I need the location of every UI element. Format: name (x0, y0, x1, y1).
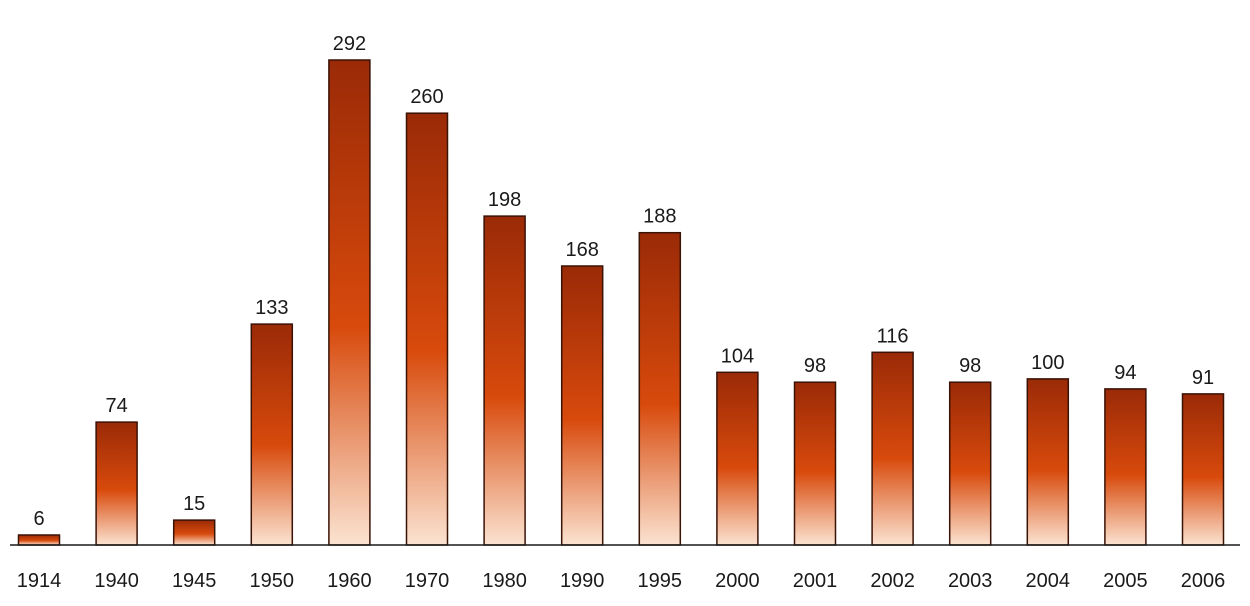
value-label-1940: 74 (105, 395, 127, 417)
x-tick-label-2000: 2000 (715, 570, 760, 592)
value-label-2001: 98 (804, 355, 826, 377)
bar-2001 (793, 381, 837, 546)
x-tick-label-1950: 1950 (250, 570, 295, 592)
bar-1970 (405, 112, 449, 546)
value-label-1970: 260 (410, 86, 443, 108)
value-label-1960: 292 (333, 33, 366, 55)
x-tick-label-2003: 2003 (948, 570, 993, 592)
bar-1980 (483, 215, 526, 546)
bar-2006 (1181, 393, 1225, 546)
bar-1995 (638, 231, 682, 546)
value-label-2002: 116 (877, 325, 909, 347)
value-labels: 6 74 15 133 292 260 198 168 188 104 98 116 98 100 94 91 (33, 33, 1214, 530)
x-tick-label-2002: 2002 (870, 570, 915, 592)
value-label-1950: 133 (255, 297, 288, 319)
value-label-2000: 104 (721, 345, 754, 367)
value-label-1945: 15 (183, 493, 205, 515)
value-label-1980: 198 (488, 189, 521, 211)
bars (17, 59, 1225, 546)
x-tick-label-1995: 1995 (638, 570, 683, 592)
x-tick-label-1914: 1914 (17, 570, 62, 592)
x-tick-label-2004: 2004 (1026, 570, 1071, 592)
bar-1990 (560, 265, 604, 546)
bar-2000 (716, 371, 759, 546)
x-tick-label-1970: 1970 (405, 570, 450, 592)
value-label-2006: 91 (1192, 367, 1214, 389)
x-tick-labels: 1914 1940 1945 1950 1960 1970 1980 1990 1995 2000… (17, 570, 1226, 592)
x-tick-label-1960: 1960 (327, 570, 372, 592)
bar-1940 (95, 421, 138, 546)
bar-2002 (871, 351, 914, 546)
value-label-1995: 188 (643, 206, 676, 228)
value-label-2003: 98 (959, 355, 981, 377)
bar-1914 (17, 534, 61, 546)
x-tick-label-1945: 1945 (172, 570, 217, 592)
bar-1960 (328, 59, 371, 546)
bar-1945 (172, 519, 216, 546)
x-tick-label-2001: 2001 (793, 570, 838, 592)
x-tick-label-1980: 1980 (482, 570, 527, 592)
x-tick-label-1990: 1990 (560, 570, 605, 592)
x-tick-label-1940: 1940 (94, 570, 139, 592)
bar-1950 (250, 323, 294, 546)
value-label-2005: 94 (1114, 362, 1136, 384)
value-label-2004: 100 (1031, 352, 1064, 374)
x-tick-label-2006: 2006 (1181, 570, 1226, 592)
bar-2005 (1104, 388, 1147, 546)
bar-2003 (948, 381, 992, 546)
x-tick-label-2005: 2005 (1103, 570, 1148, 592)
value-label-1914: 6 (33, 508, 44, 530)
bar-2004 (1026, 378, 1070, 546)
value-label-1990: 168 (566, 239, 599, 261)
